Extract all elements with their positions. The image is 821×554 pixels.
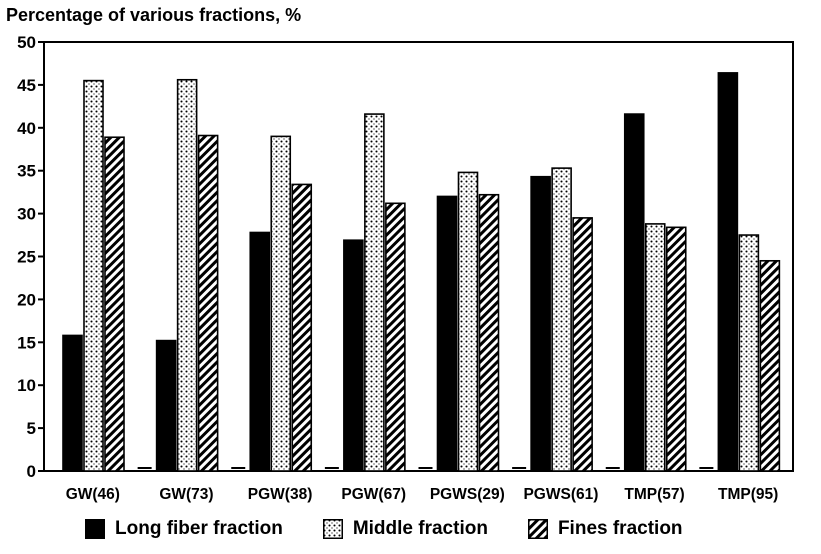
bar-dotted-7	[738, 234, 760, 472]
bar-hatched-7	[759, 259, 781, 472]
x-axis: GW(46) GW(73) PGW(38) PGW(67) PGWS(29) PGWS(6…	[66, 486, 779, 503]
y-tick-label: 50	[17, 33, 36, 52]
bar-hatched-5	[572, 217, 593, 472]
bar-dotted-1	[176, 78, 198, 472]
bar-hatched-4	[478, 193, 500, 472]
legend-label-fines: Fines fraction	[557, 518, 683, 539]
bar-solid-1	[155, 339, 177, 472]
x-tick-label: GW(46)	[66, 486, 120, 503]
bar-solid-5	[530, 175, 551, 472]
bar-hatched-0	[104, 136, 125, 472]
bar-dotted-5	[551, 167, 572, 472]
legend-label-middle: Middle fraction	[352, 518, 488, 539]
y-tick-label: 5	[27, 419, 36, 438]
y-tick-label: 0	[27, 462, 36, 481]
legend-swatch-hatched	[527, 519, 548, 539]
x-tick-label: PGWS(29)	[430, 486, 505, 503]
x-tick-label: TMP(57)	[624, 486, 684, 503]
bar-solid-4	[436, 195, 458, 472]
bar-dotted-0	[83, 79, 104, 472]
bar-solid-2	[249, 231, 271, 472]
y-axis: 0 5 10 15 20 25 30 35 40 45 50	[17, 33, 44, 481]
y-tick-label: 35	[17, 162, 36, 181]
x-tick-label: GW(73)	[159, 486, 213, 503]
y-tick-label: 30	[17, 205, 36, 224]
y-tick-label: 40	[17, 119, 36, 138]
chart-title: Percentage of various fractions, %	[6, 5, 302, 25]
bar-hatched-6	[665, 226, 687, 472]
bar-dotted-2	[270, 135, 292, 472]
y-tick-label: 10	[17, 376, 36, 395]
bar-dotted-4	[457, 171, 479, 472]
legend-label-long-fiber: Long fiber fraction	[115, 518, 283, 539]
x-tick-label: PGW(67)	[341, 486, 406, 503]
legend-item-middle: Middle fraction	[322, 518, 488, 540]
bars	[62, 72, 781, 472]
bar-solid-7	[717, 72, 739, 472]
legend-item-fines: Fines fraction	[527, 518, 683, 540]
legend-item-long-fiber: Long fiber fraction	[85, 518, 283, 540]
y-tick-label: 45	[17, 76, 36, 95]
legend: Long fiber fraction Middle fraction Fine…	[85, 514, 785, 544]
legend-swatch-solid	[85, 519, 105, 539]
bar-hatched-1	[197, 134, 219, 472]
y-tick-label: 25	[17, 248, 36, 267]
bar-dotted-6	[644, 223, 666, 472]
bar-hatched-3	[385, 202, 406, 472]
bar-solid-0	[62, 334, 83, 472]
bar-solid-6	[623, 113, 645, 472]
bar-dotted-3	[364, 113, 385, 472]
bar-hatched-2	[291, 183, 313, 472]
x-tick-label: PGW(38)	[248, 486, 313, 503]
x-tick-label: PGWS(61)	[523, 486, 598, 503]
y-tick-label: 15	[17, 333, 36, 352]
y-tick-label: 20	[17, 290, 36, 309]
x-tick-label: TMP(95)	[718, 486, 778, 503]
bar-solid-3	[343, 239, 364, 472]
legend-swatch-dotted	[322, 519, 343, 539]
